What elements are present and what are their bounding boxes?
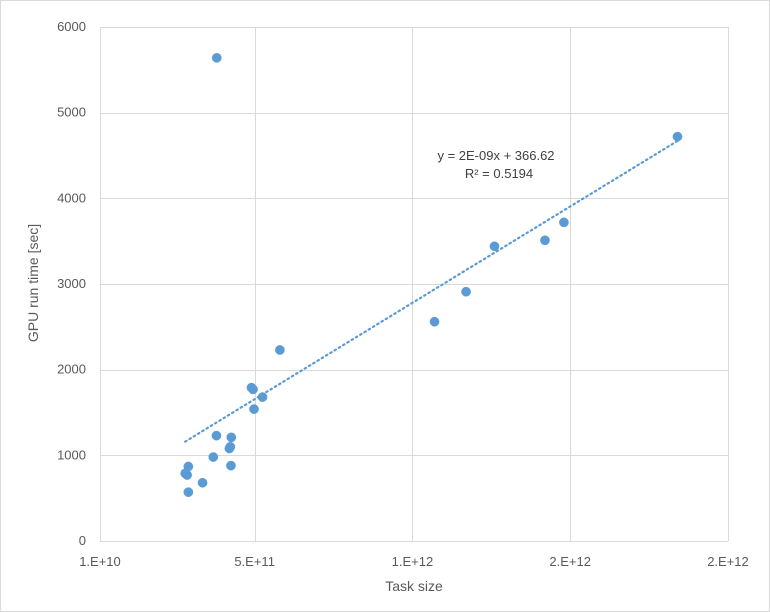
data-point (182, 470, 192, 480)
data-point (211, 52, 222, 63)
data-point (248, 384, 258, 395)
data-point (540, 235, 550, 246)
data-point (275, 345, 285, 355)
data-point (208, 452, 219, 462)
trendline-r-squared: R² = 0.5194 (465, 166, 533, 181)
y-tick-label: 0 (79, 533, 86, 548)
x-tick-label: 2.E+12 (707, 554, 749, 569)
y-tick-label: 4000 (57, 190, 86, 205)
data-point (226, 432, 237, 443)
x-tick-label: 2.E+12 (549, 554, 591, 569)
data-point (461, 286, 471, 297)
y-tick-label: 5000 (57, 105, 86, 120)
data-point (559, 217, 569, 228)
x-tick-label: 1.E+10 (79, 554, 121, 569)
data-point (224, 443, 235, 454)
data-point (226, 460, 236, 471)
data-point (257, 392, 268, 402)
gridlines (100, 27, 729, 542)
trendline (184, 139, 679, 443)
x-tick-label: 5.E+11 (234, 554, 275, 569)
trendline-group (184, 139, 679, 443)
data-point (211, 430, 222, 441)
data-point (197, 477, 208, 488)
data-point (183, 487, 194, 498)
x-tick-labels: 1.E+10 5.E+11 1.E+12 2.E+12 2.E+12 (79, 554, 749, 569)
y-tick-label: 3000 (57, 276, 86, 291)
trendline-equation: y = 2E-09x + 366.62 (437, 148, 554, 163)
y-tick-label: 1000 (57, 447, 86, 462)
x-tick-label: 1.E+12 (392, 554, 434, 569)
y-axis-title: GPU run time [sec] (25, 224, 41, 342)
data-point (489, 241, 500, 252)
data-points (180, 52, 683, 498)
y-tick-labels: 0 1000 2000 3000 4000 5000 6000 (57, 19, 86, 548)
data-point (672, 131, 683, 142)
data-point (429, 316, 440, 327)
y-tick-label: 2000 (57, 362, 86, 377)
y-tick-label: 6000 (57, 19, 86, 34)
data-point (249, 404, 259, 414)
x-axis-title: Task size (385, 578, 443, 594)
